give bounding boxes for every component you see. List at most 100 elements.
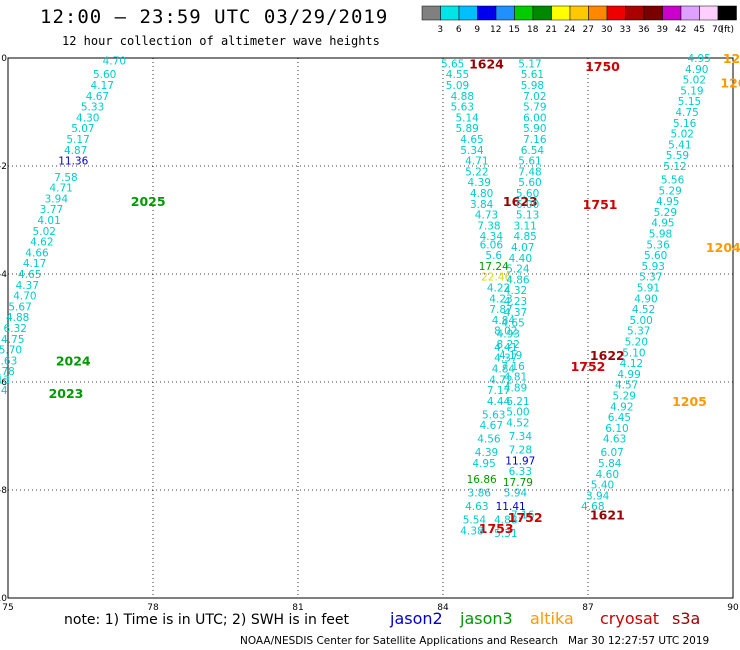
swh-value: 5.6	[485, 250, 502, 262]
color-label: 42	[675, 25, 686, 34]
swh-value: 6.21	[506, 396, 529, 408]
swh-value: 5.70	[0, 345, 22, 357]
swh-value: 7.02	[523, 91, 546, 103]
color-label: 24	[564, 25, 576, 34]
satellite-label-jason3: jason3	[460, 609, 513, 628]
page-title: 12:00 — 23:59 UTC 03/29/2019	[40, 6, 389, 28]
swh-value: 5.24	[506, 264, 530, 276]
swh-value: 4.01	[37, 215, 60, 227]
pass-time-label: 1623	[503, 194, 538, 209]
swh-value: 4.56	[477, 434, 501, 446]
color-label: 39	[657, 25, 669, 34]
swh-value: 4.12	[620, 358, 643, 370]
swh-value: 5.22	[465, 166, 488, 178]
swh-value: 4.99	[617, 369, 640, 381]
swh-value: 4.86	[506, 274, 530, 286]
plot-frame	[7, 57, 734, 599]
swh-value: 4.63	[603, 434, 626, 446]
color-label: 30	[601, 25, 613, 34]
swh-value: 4.17	[23, 258, 46, 270]
swh-value: 4.93	[497, 328, 520, 340]
pass-time-label: 2024	[56, 353, 91, 368]
swh-value: 4.23	[504, 296, 527, 308]
color-label: 9	[474, 25, 480, 34]
swh-value: 6.07	[600, 447, 623, 459]
swh-value: 5.29	[658, 185, 681, 197]
swh-value: 4.95	[472, 458, 495, 470]
swh-value: 4.60	[596, 469, 619, 481]
swh-value: 4.87	[64, 145, 87, 157]
swh-value: 4.73	[475, 210, 498, 222]
swh-value: 6.45	[608, 412, 631, 424]
color-scale-legend: 3 6 9 12 15 18 21 24 27 30 33 36 39 42 45 70(ft)	[421, 5, 737, 34]
swh-value: 6.33	[509, 466, 532, 478]
swh-value: 5.20	[625, 337, 648, 349]
swh-value: 7.16	[511, 509, 535, 521]
swh-value: 5.10	[622, 347, 645, 359]
swh-value: 5.89	[455, 123, 478, 135]
swh-value: 5.98	[649, 229, 672, 241]
swh-value: 4.67	[480, 420, 503, 432]
swh-value: 17.24	[479, 261, 509, 273]
swh-value: 4.75	[675, 107, 698, 119]
swh-value: 4.19	[499, 350, 522, 362]
x-tick-label: 84	[437, 603, 449, 612]
swh-value: 4.70	[103, 56, 126, 68]
swh-value: 5.59	[666, 150, 689, 162]
swh-value: 4.65	[501, 318, 524, 330]
swh-value: 5.17	[518, 58, 541, 70]
color-label: 6	[456, 25, 462, 34]
x-tick-label: 87	[582, 603, 593, 612]
swh-value: 5.84	[598, 458, 622, 470]
swh-value: 4.07	[511, 242, 534, 254]
swh-value: 5.91	[637, 283, 660, 295]
swh-value: 5.15	[678, 96, 701, 108]
x-tick-label: 90	[727, 603, 739, 612]
swh-value: 4.88	[451, 91, 474, 103]
y-tick-label: -4	[0, 270, 7, 280]
swh-value: 5.00	[506, 407, 529, 419]
swh-value: 4.68	[581, 501, 604, 513]
swh-value: 4.44	[487, 396, 511, 408]
swh-value: 4.88	[6, 312, 29, 324]
footer-credit: NOAA/NESDIS Center for Satellite Applica…	[240, 635, 710, 647]
color-label: 45	[694, 25, 705, 34]
swh-value: 5.00	[629, 315, 652, 327]
swh-value: 5.65	[441, 58, 464, 70]
y-tick-label: -6	[0, 378, 7, 388]
swh-value: 7.16	[501, 361, 525, 373]
swh-value: 22.46	[481, 272, 511, 284]
pass-time-label: 1621	[590, 507, 625, 522]
swh-value: 4.80	[470, 188, 493, 200]
swh-value: 5.60	[644, 250, 667, 262]
swh-value: 3.94	[45, 193, 69, 205]
x-tick-label: 81	[292, 603, 303, 612]
color-swatch	[717, 5, 737, 21]
footer-note: note: 1) Time is in UTC; 2) SWH is in fe…	[64, 612, 350, 628]
swh-value: 5.07	[71, 123, 94, 135]
swh-value: 4.70	[13, 291, 36, 303]
swh-value: 4.92	[610, 401, 633, 413]
color-label: 33	[620, 25, 631, 34]
pass-time-label: 1203	[720, 75, 740, 90]
pass-time-label: 1752	[571, 359, 606, 374]
color-label: 70	[712, 25, 724, 34]
swh-value: 4.34	[0, 385, 8, 397]
swh-value: 5.17	[66, 134, 89, 146]
swh-value: 4.67	[86, 91, 109, 103]
color-label: 3	[437, 25, 443, 34]
pass-time-label: 1753	[479, 521, 514, 536]
swh-value: 4.62	[30, 237, 53, 249]
color-label: 15	[509, 25, 520, 34]
pass-time-label: 1204	[706, 240, 740, 255]
swh-value: 4.85	[513, 231, 536, 243]
swh-value: 5.29	[613, 391, 636, 403]
swh-value: 6.06	[480, 239, 504, 251]
swh-value: 5.12	[663, 161, 686, 173]
swh-value: 5.37	[627, 326, 650, 338]
color-label: 12	[490, 25, 501, 34]
swh-value: 11.41	[496, 501, 526, 513]
color-label: 18	[527, 25, 539, 34]
swh-value: 4.81	[504, 372, 527, 384]
swh-value: 6.54	[521, 145, 545, 157]
